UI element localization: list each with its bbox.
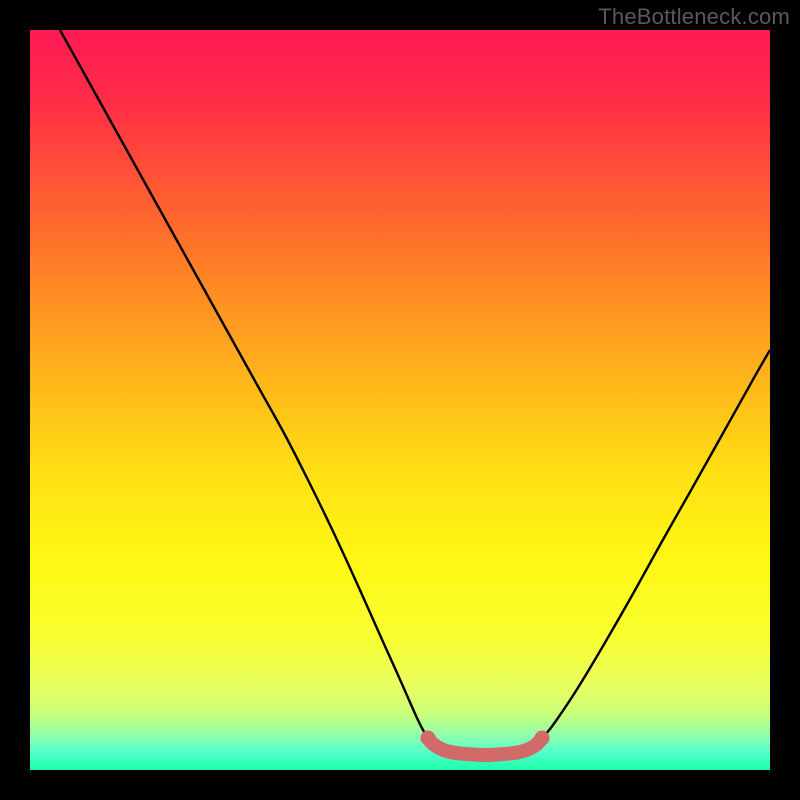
plot-area bbox=[30, 30, 770, 770]
optimal-range-right-dot bbox=[535, 731, 550, 746]
bottleneck-curve-right bbox=[542, 350, 770, 738]
bottleneck-curve-left bbox=[60, 30, 428, 738]
optimal-range-segment bbox=[428, 738, 542, 755]
curve-layer bbox=[30, 30, 770, 770]
watermark-text: TheBottleneck.com bbox=[598, 4, 790, 30]
chart-frame: TheBottleneck.com bbox=[0, 0, 800, 800]
optimal-range-left-dot bbox=[421, 731, 436, 746]
